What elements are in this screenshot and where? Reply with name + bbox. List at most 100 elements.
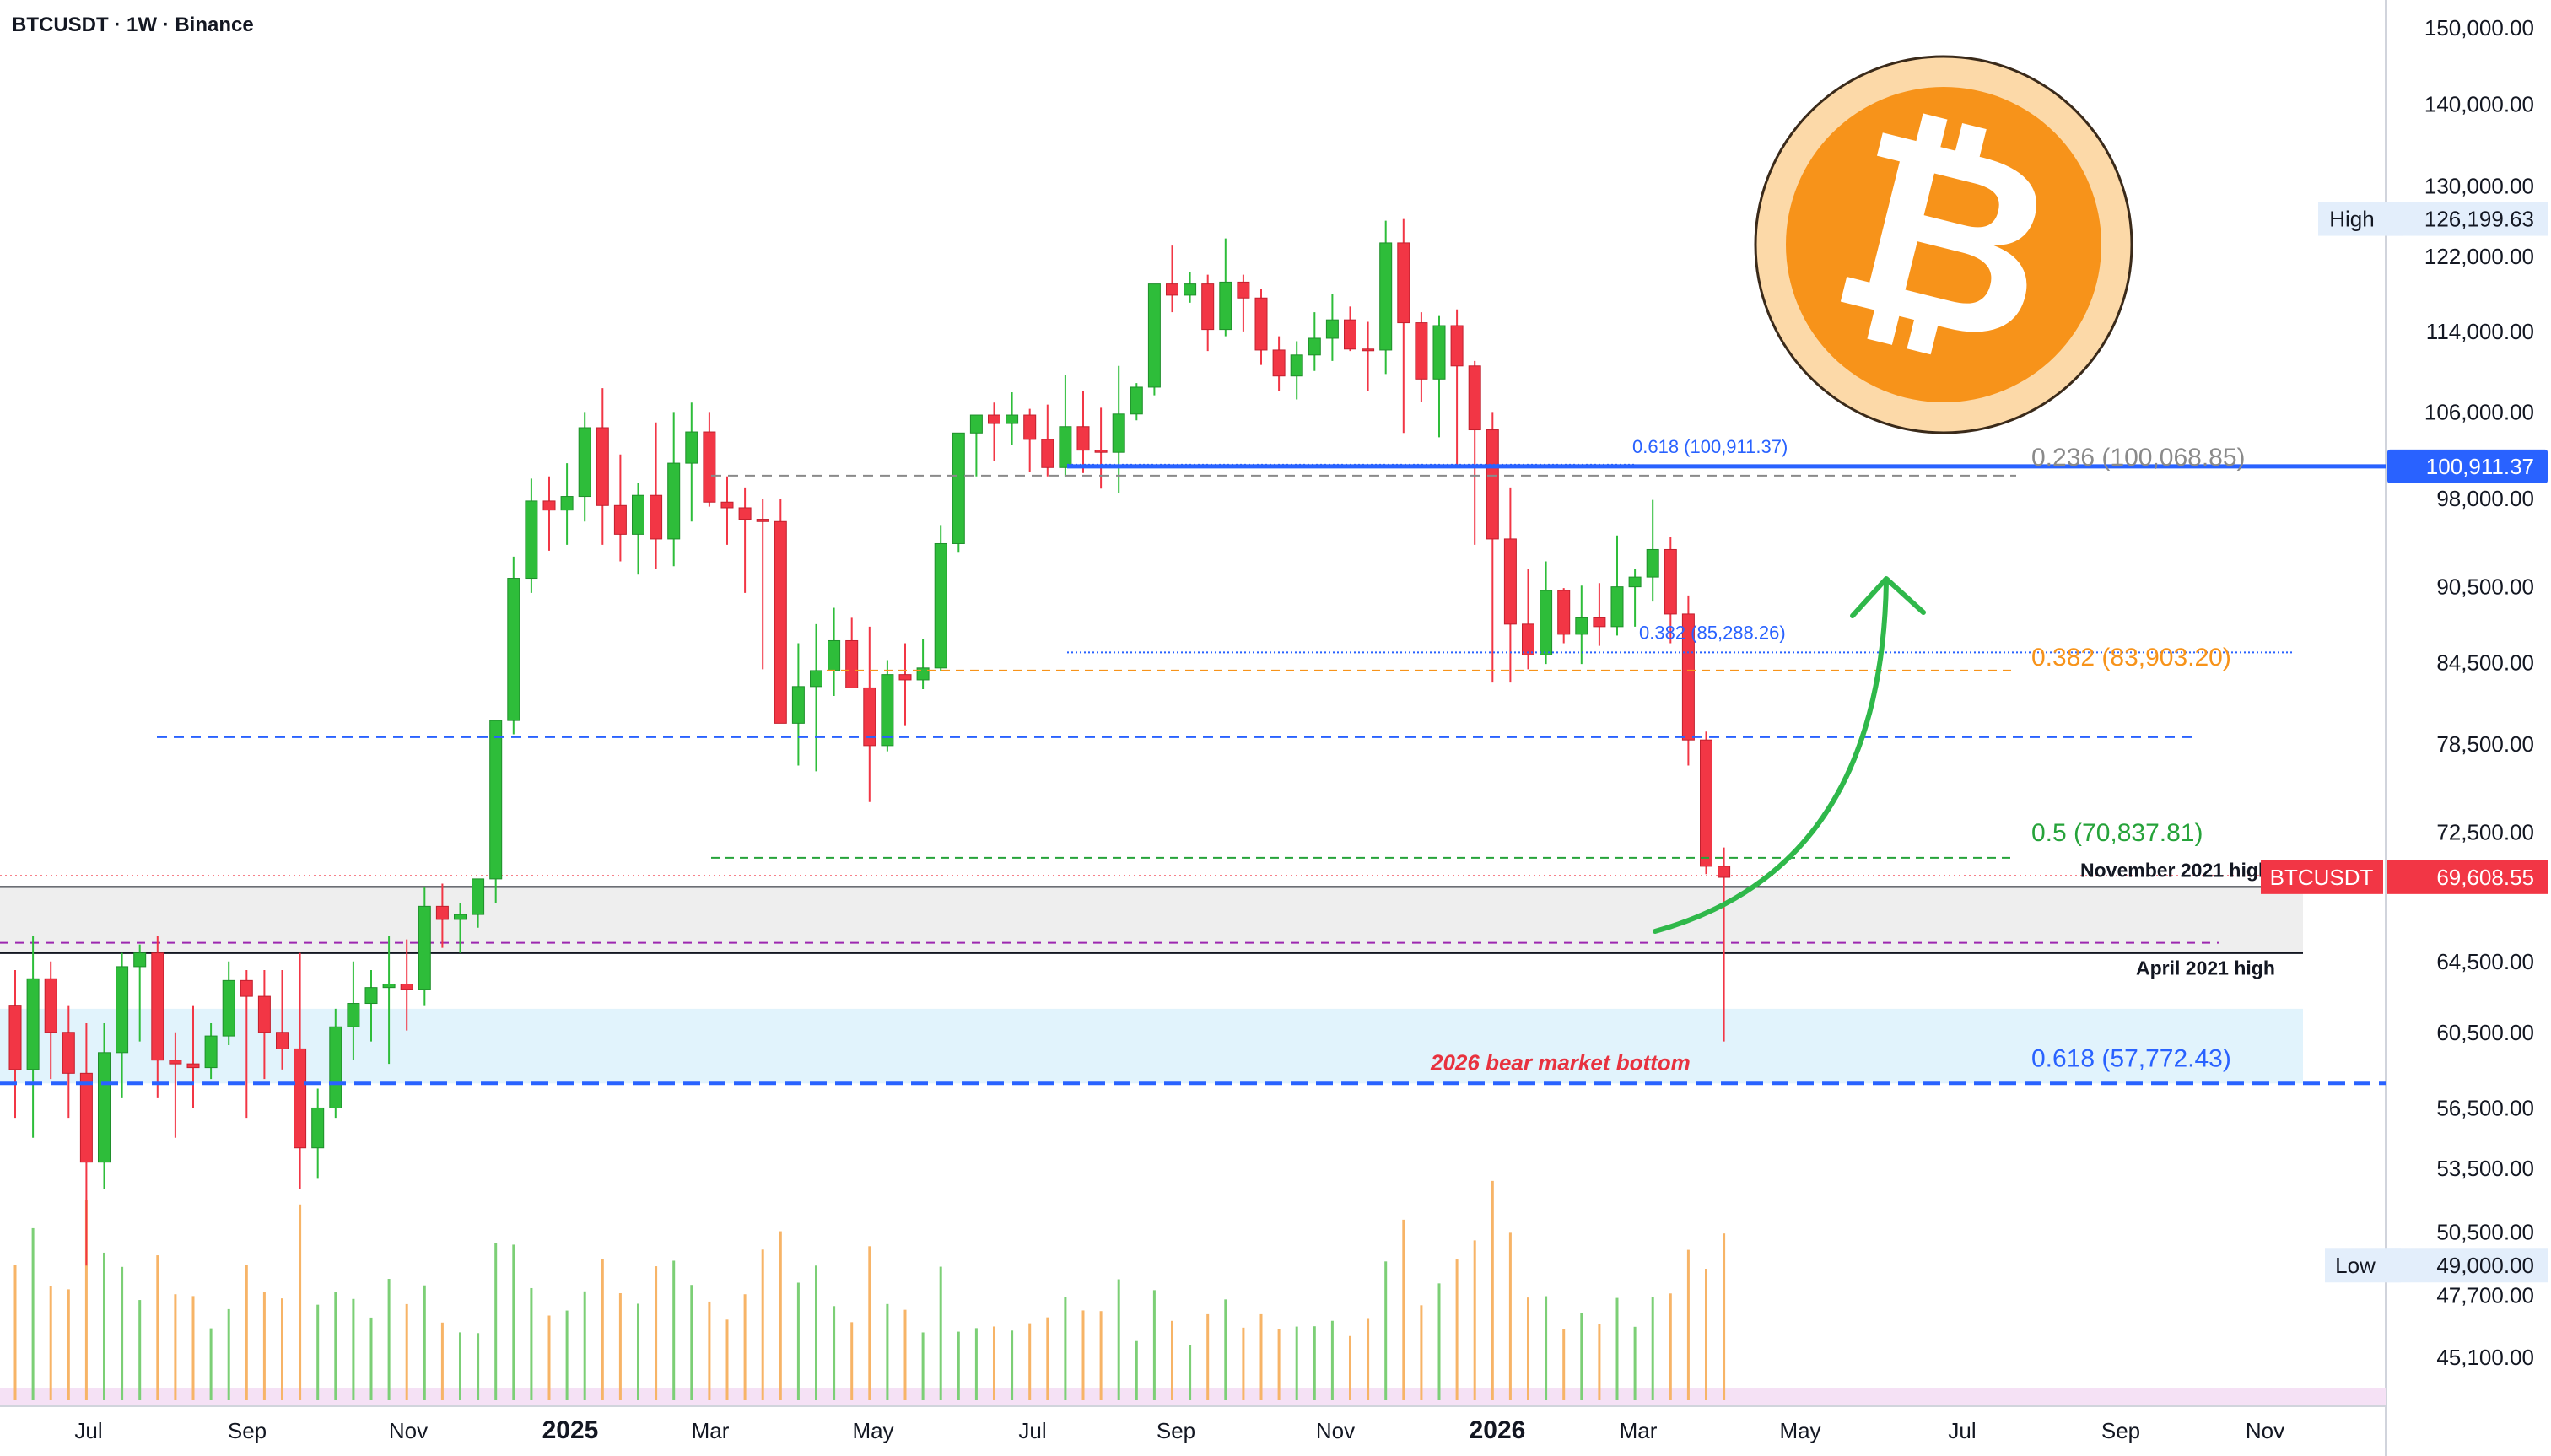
- candle-body: [1486, 429, 1499, 540]
- volume-bar: [565, 1310, 569, 1400]
- chart-symbol-title: BTCUSDT · 1W · Binance: [12, 13, 254, 36]
- price-tick: 90,500.00: [2436, 574, 2534, 600]
- candle-body: [1219, 281, 1232, 331]
- candle-body: [240, 979, 253, 997]
- time-tick: Nov: [1316, 1418, 1355, 1443]
- candle-body: [1468, 365, 1481, 431]
- time-tick: 2026: [1470, 1416, 1526, 1444]
- candle-body: [1059, 426, 1072, 468]
- candle-body: [98, 1052, 111, 1163]
- candle-body: [1130, 386, 1143, 415]
- candle-body: [1041, 439, 1054, 468]
- volume-bar: [886, 1303, 889, 1400]
- fib-05-label: 0.5 (70,837.81): [2031, 819, 2203, 847]
- candle-body: [204, 1035, 218, 1069]
- volume-bar: [1669, 1293, 1672, 1400]
- candle-body: [382, 983, 396, 989]
- volume-bar: [1242, 1327, 1245, 1400]
- volume-bar: [67, 1289, 70, 1400]
- volume-bar: [583, 1291, 586, 1400]
- volume-bar: [796, 1282, 800, 1400]
- price-tick: 56,500.00: [2436, 1095, 2534, 1120]
- volume-bar: [477, 1333, 480, 1400]
- volume-bar: [1420, 1305, 1423, 1400]
- green-arrow-curve: [1653, 580, 1889, 934]
- volume-bar: [49, 1286, 52, 1400]
- volume-bar: [637, 1303, 639, 1400]
- time-tick: Mar: [1620, 1418, 1658, 1443]
- volume-bar: [299, 1204, 302, 1400]
- volume-bar: [1064, 1297, 1067, 1400]
- candle-body: [133, 952, 147, 968]
- volume-bar: [1562, 1329, 1566, 1400]
- volume-bar: [405, 1303, 408, 1400]
- level-price-value: 100,911.37: [2426, 454, 2534, 479]
- candle-body: [542, 500, 556, 511]
- nov-2021-high-label: November 2021 high: [2080, 859, 2270, 881]
- current-price: 69,608.55: [2436, 865, 2534, 890]
- candle-body: [186, 1063, 200, 1069]
- fib-0618-low-label: 0.618 (57,772.43): [2031, 1044, 2231, 1072]
- candle-body: [934, 542, 947, 669]
- volume-bar: [1171, 1320, 1173, 1400]
- candle-body: [1166, 283, 1178, 296]
- candle-body: [8, 1005, 22, 1070]
- volume-bar: [1259, 1313, 1263, 1400]
- candle-body: [756, 519, 769, 522]
- candle-body: [1308, 337, 1321, 356]
- volume-bar: [1633, 1326, 1637, 1400]
- volume-bar: [1615, 1297, 1619, 1400]
- price-tick: 45,100.00: [2436, 1345, 2534, 1370]
- volume-bar: [191, 1296, 195, 1400]
- candle-body: [1344, 319, 1356, 350]
- volume-bar: [1135, 1340, 1138, 1400]
- volume-bar: [1224, 1299, 1227, 1400]
- candle-body: [1628, 576, 1642, 588]
- volume-bar: [440, 1322, 444, 1400]
- candle-body: [560, 496, 574, 511]
- volume-bar: [1473, 1240, 1476, 1400]
- volume-bar: [1028, 1323, 1032, 1400]
- volume-bar: [1152, 1290, 1156, 1400]
- volume-bar: [209, 1328, 213, 1400]
- candle-body: [845, 639, 859, 688]
- volume-bar: [903, 1309, 907, 1400]
- bear-market-bottom-label: 2026 bear market bottom: [1430, 1049, 1691, 1075]
- volume-bar: [850, 1322, 854, 1400]
- candle-body: [79, 1072, 93, 1163]
- candle-body: [1094, 450, 1108, 453]
- volume-bar: [618, 1292, 622, 1400]
- volume-bar: [1313, 1326, 1316, 1400]
- candle-body: [1023, 414, 1037, 440]
- low-value-bg: [2387, 1248, 2548, 1283]
- candle-body: [400, 983, 413, 990]
- volume-bar: [1081, 1310, 1085, 1400]
- green-arrow-head: [1850, 576, 1926, 618]
- volume-bar: [547, 1315, 551, 1400]
- volume-bar: [316, 1304, 320, 1400]
- bottom-strip: [0, 1388, 2386, 1405]
- nov-apr-2021-zone: [0, 887, 2303, 953]
- volume-bar: [1117, 1279, 1120, 1400]
- candle-body: [1325, 319, 1339, 339]
- volume-bar: [1384, 1261, 1388, 1400]
- volume-bar: [601, 1259, 604, 1400]
- price-tick: 64,500.00: [2436, 949, 2534, 974]
- time-tick: Sep: [2101, 1418, 2140, 1443]
- volume-bar: [779, 1231, 782, 1400]
- price-tick: 140,000.00: [2424, 91, 2534, 116]
- candle-body: [1379, 242, 1393, 351]
- volume-bar: [1330, 1320, 1334, 1400]
- volume-bar: [1011, 1330, 1014, 1400]
- candle-body: [1540, 590, 1553, 655]
- candle-body: [1254, 297, 1268, 351]
- volume-bar: [1723, 1233, 1726, 1400]
- candle-body: [311, 1107, 325, 1149]
- candle-body: [720, 501, 734, 509]
- volume-bar: [655, 1266, 658, 1400]
- candle-body: [1397, 242, 1410, 324]
- volume-bar: [1545, 1296, 1548, 1400]
- current-price-tag: [2387, 860, 2548, 894]
- candle-body: [1201, 283, 1215, 331]
